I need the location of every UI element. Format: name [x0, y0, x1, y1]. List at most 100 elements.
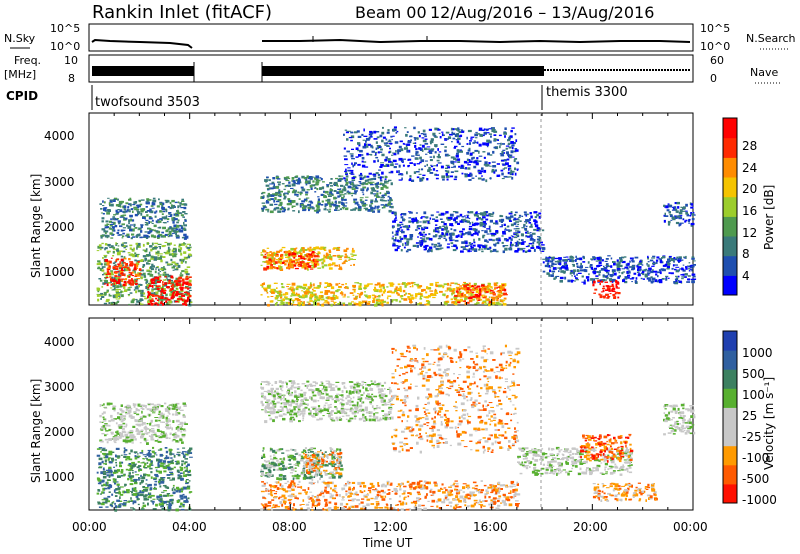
- power-cell: [334, 264, 338, 267]
- velocity-cell: [106, 474, 110, 477]
- power-cell: [453, 291, 456, 293]
- power-cell: [422, 235, 425, 238]
- power-cell: [330, 286, 335, 290]
- power-cell: [536, 228, 541, 231]
- power-cell: [358, 205, 362, 209]
- power-cell: [147, 283, 150, 285]
- power-cell: [261, 196, 265, 199]
- velocity-cell: [108, 469, 113, 473]
- power-cell: [271, 258, 274, 260]
- power-cell: [184, 218, 187, 221]
- velocity-cell: [122, 490, 126, 494]
- power-cell: [109, 287, 113, 289]
- power-cell: [345, 181, 349, 185]
- power-cell: [422, 220, 427, 224]
- power-cell: [675, 279, 678, 282]
- power-region-0: [96, 241, 193, 307]
- power-cell: [321, 200, 324, 203]
- power-cell: [360, 301, 364, 304]
- velocity-cell: [114, 502, 116, 505]
- power-cell: [269, 265, 273, 269]
- power-cell: [107, 266, 111, 269]
- power-cell: [474, 228, 478, 232]
- power-cell: [605, 289, 609, 291]
- power-cell: [121, 279, 123, 282]
- power-cell: [438, 132, 441, 134]
- power-cell: [113, 264, 117, 266]
- power-cell: [484, 239, 487, 242]
- power-cell: [493, 134, 497, 136]
- power-cell: [353, 192, 356, 195]
- power-cell: [692, 273, 696, 276]
- cpid-label: CPID: [6, 89, 38, 103]
- power-cell: [127, 266, 129, 270]
- power-cell: [479, 288, 481, 292]
- power-cell: [129, 247, 132, 250]
- power-cell: [288, 301, 290, 304]
- power-cell: [177, 283, 181, 286]
- power-cell: [502, 168, 505, 170]
- nave-tick-bottom: 0: [710, 72, 717, 85]
- power-cell: [444, 167, 448, 169]
- power-cell: [136, 210, 140, 212]
- power-cell: [329, 206, 332, 208]
- velocity-cell: [163, 470, 167, 473]
- power-cell: [109, 232, 113, 235]
- velocity-cell: [131, 470, 134, 471]
- power-cell: [416, 244, 419, 248]
- power-cell: [357, 184, 361, 187]
- power-cell: [500, 169, 504, 172]
- power-cell: [325, 252, 328, 255]
- power-cell: [158, 198, 160, 201]
- power-cell: [130, 253, 134, 257]
- power-cell: [470, 173, 473, 177]
- power-cell: [394, 288, 398, 291]
- power-cell: [361, 154, 364, 156]
- power-cell: [128, 219, 131, 223]
- power-cell: [347, 130, 351, 132]
- power-cell: [138, 227, 142, 230]
- power-cell: [349, 169, 354, 172]
- power-cell: [330, 255, 333, 259]
- power-cell: [309, 268, 314, 270]
- power-cell: [401, 283, 404, 285]
- power-cell: [278, 265, 281, 268]
- power-cell: [129, 286, 133, 288]
- power-cell: [483, 211, 487, 214]
- power-cell: [492, 291, 496, 294]
- power-cell: [637, 268, 640, 272]
- velocity-cell: [163, 463, 166, 465]
- velocity-cell: [144, 462, 147, 466]
- power-cell: [183, 302, 186, 305]
- power-cell: [158, 295, 162, 298]
- power-cell: [123, 256, 126, 259]
- power-cell: [323, 190, 325, 193]
- power-cell: [478, 150, 480, 154]
- power-cell: [443, 223, 447, 226]
- power-cell: [445, 300, 448, 303]
- velocity-cell: [143, 495, 147, 498]
- power-cell: [117, 209, 120, 211]
- power-cell: [134, 273, 139, 277]
- power-cell: [97, 290, 100, 293]
- power-cell: [403, 234, 407, 238]
- power-cell: [147, 231, 151, 235]
- power-cell: [175, 235, 180, 239]
- power-cell: [517, 218, 520, 221]
- power-cell: [287, 178, 291, 180]
- power-cell: [172, 292, 175, 295]
- power-cell: [161, 204, 164, 208]
- power-cell: [646, 264, 649, 266]
- power-cell: [429, 290, 434, 292]
- power-cell: [185, 246, 188, 248]
- power-cell: [514, 167, 516, 171]
- power-cell: [118, 292, 122, 294]
- power-cell: [422, 231, 425, 234]
- power-cell: [391, 211, 395, 215]
- power-cell: [449, 239, 453, 242]
- power-cell: [465, 220, 468, 223]
- power-cell: [148, 284, 152, 287]
- velocity-cell: [111, 457, 114, 461]
- power-cell: [677, 259, 682, 262]
- power-cell: [287, 288, 290, 290]
